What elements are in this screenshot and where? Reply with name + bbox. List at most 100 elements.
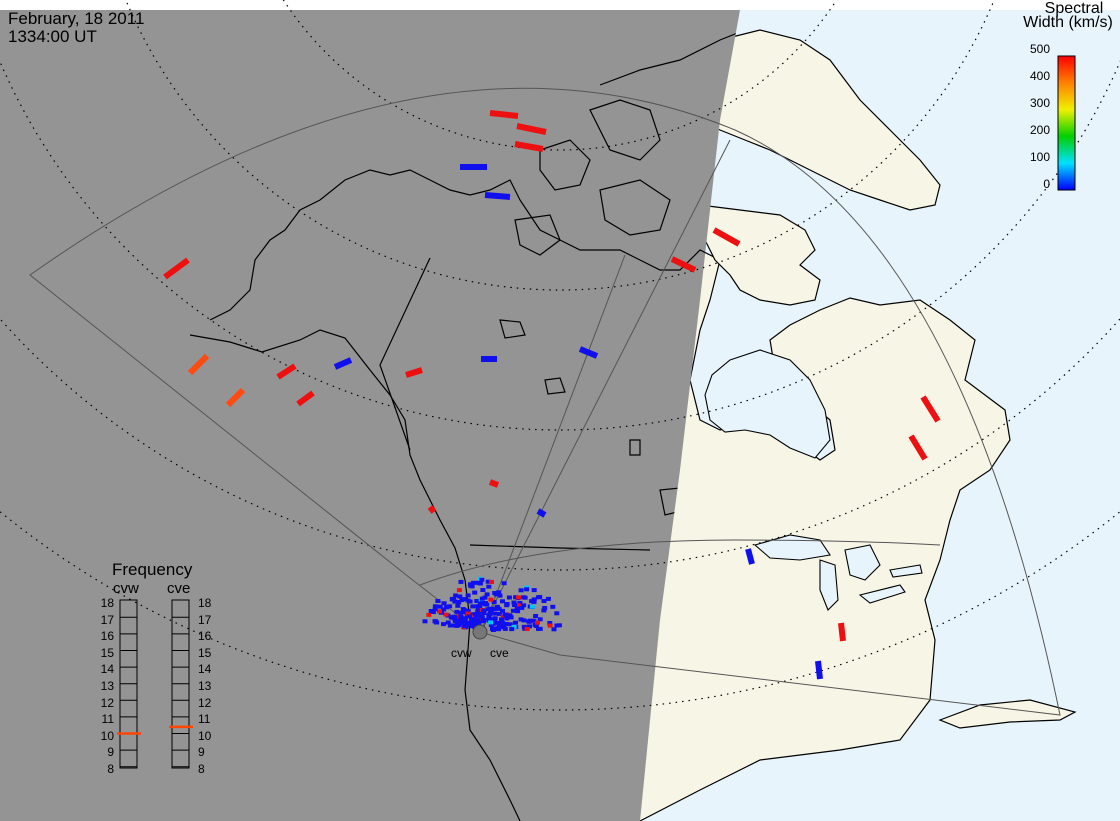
station-label-cvw: cvw [451,646,472,660]
echo-cell [470,612,476,617]
echo-cell [462,624,468,629]
echo-cell [441,601,447,606]
echo-cell [451,597,457,602]
echo-cell [467,599,473,604]
echo-cell [517,601,523,605]
frequency-scale-label: 16 [198,629,212,644]
echo-cell [488,597,494,602]
echo-cell [484,592,490,597]
echo-cell [528,618,533,623]
echo-cell [578,346,599,359]
echo-cell [471,621,477,626]
frequency-scale-label: 8 [107,762,114,776]
echo-cell [479,577,485,582]
echo-cell [501,581,507,586]
echo-cell [492,626,498,631]
echo-cell [445,620,451,625]
echo-cell [441,607,447,612]
echo-cell [513,595,519,600]
great-lake-huron [844,544,881,581]
echo-cell [512,603,517,607]
echo-cell [475,617,481,622]
echo-cell [333,357,353,370]
echo-cell [479,614,485,619]
echo-cell [541,608,547,613]
echo-cell [513,620,518,625]
echo-cell [451,623,457,628]
echo-cell [477,581,483,586]
echo-cell [533,614,539,618]
echo-cell [428,609,434,613]
frequency-scale-label: 17 [198,612,212,627]
fov-inner-arc [419,539,941,586]
echo-cell [518,617,524,622]
echo-cell [524,587,530,592]
echo-cell [489,110,519,119]
frequency-scale-label: 9 [107,745,114,760]
echo-cell [531,597,537,602]
frequency-scale-label: 10 [100,728,114,743]
echo-cell [496,611,502,616]
echo-cell [456,600,462,604]
echo-cell [479,596,485,601]
echo-cell [535,595,541,600]
echo-cell [432,604,438,609]
echo-cell [454,609,460,614]
echo-cell [920,395,941,423]
echo-cell [500,620,506,625]
frequency-scale-label: 8 [198,762,205,776]
echo-cell [472,590,478,595]
legend-tick-label: 500 [1029,42,1050,56]
echo-cell [509,627,515,632]
frequency-radar-label-cvw: cvw [113,580,139,597]
echo-cell [554,611,560,616]
echo-cell [480,618,486,623]
frequency-panel [117,599,193,769]
echo-cell [815,660,823,680]
radar-fov [29,87,1061,716]
frequency-scale-label: 16 [100,629,114,644]
baffin-island-land [699,204,821,306]
night-region [0,10,740,821]
echo-cell [506,595,512,600]
echo-cell [470,580,476,585]
echo-cell [453,593,459,598]
echo-cell [432,619,438,624]
echo-cell [521,618,527,623]
echo-cell [500,608,505,613]
echo-cell [470,624,476,629]
echo-cell [504,602,510,606]
great-lake-erie [858,584,906,604]
echo-cell [488,479,500,488]
frequency-scale-label: 13 [198,679,212,693]
echo-cell [443,612,449,617]
echo-cell [296,390,315,407]
echo-cell [545,596,551,601]
echo-cell [426,612,432,617]
echo-cell [550,604,556,609]
echo-cell [457,594,463,599]
echo-cell [454,623,460,628]
great-lake-michigan [819,559,839,611]
echo-cell [745,548,755,565]
echo-cell [458,579,464,584]
echo-cell [485,607,491,612]
echo-cell [514,606,520,611]
echo-cell [475,604,481,609]
spectral-width-colorbar [1057,55,1076,191]
echo-cell [554,623,560,628]
echo-cell [437,604,443,609]
echo-cell [488,623,494,627]
legend-tick-label: 100 [1029,150,1050,164]
frequency-scale-label: 15 [198,645,212,660]
echo-cell [462,619,468,624]
echo-cell [507,613,512,618]
echo-cell [422,619,428,624]
frequency-scale-label: 18 [198,596,212,610]
echo-cell [491,618,497,622]
echo-cell [455,603,461,608]
echo-cell [537,626,543,631]
echo-cell [437,609,442,614]
frequency-scale-label: 13 [100,679,114,693]
